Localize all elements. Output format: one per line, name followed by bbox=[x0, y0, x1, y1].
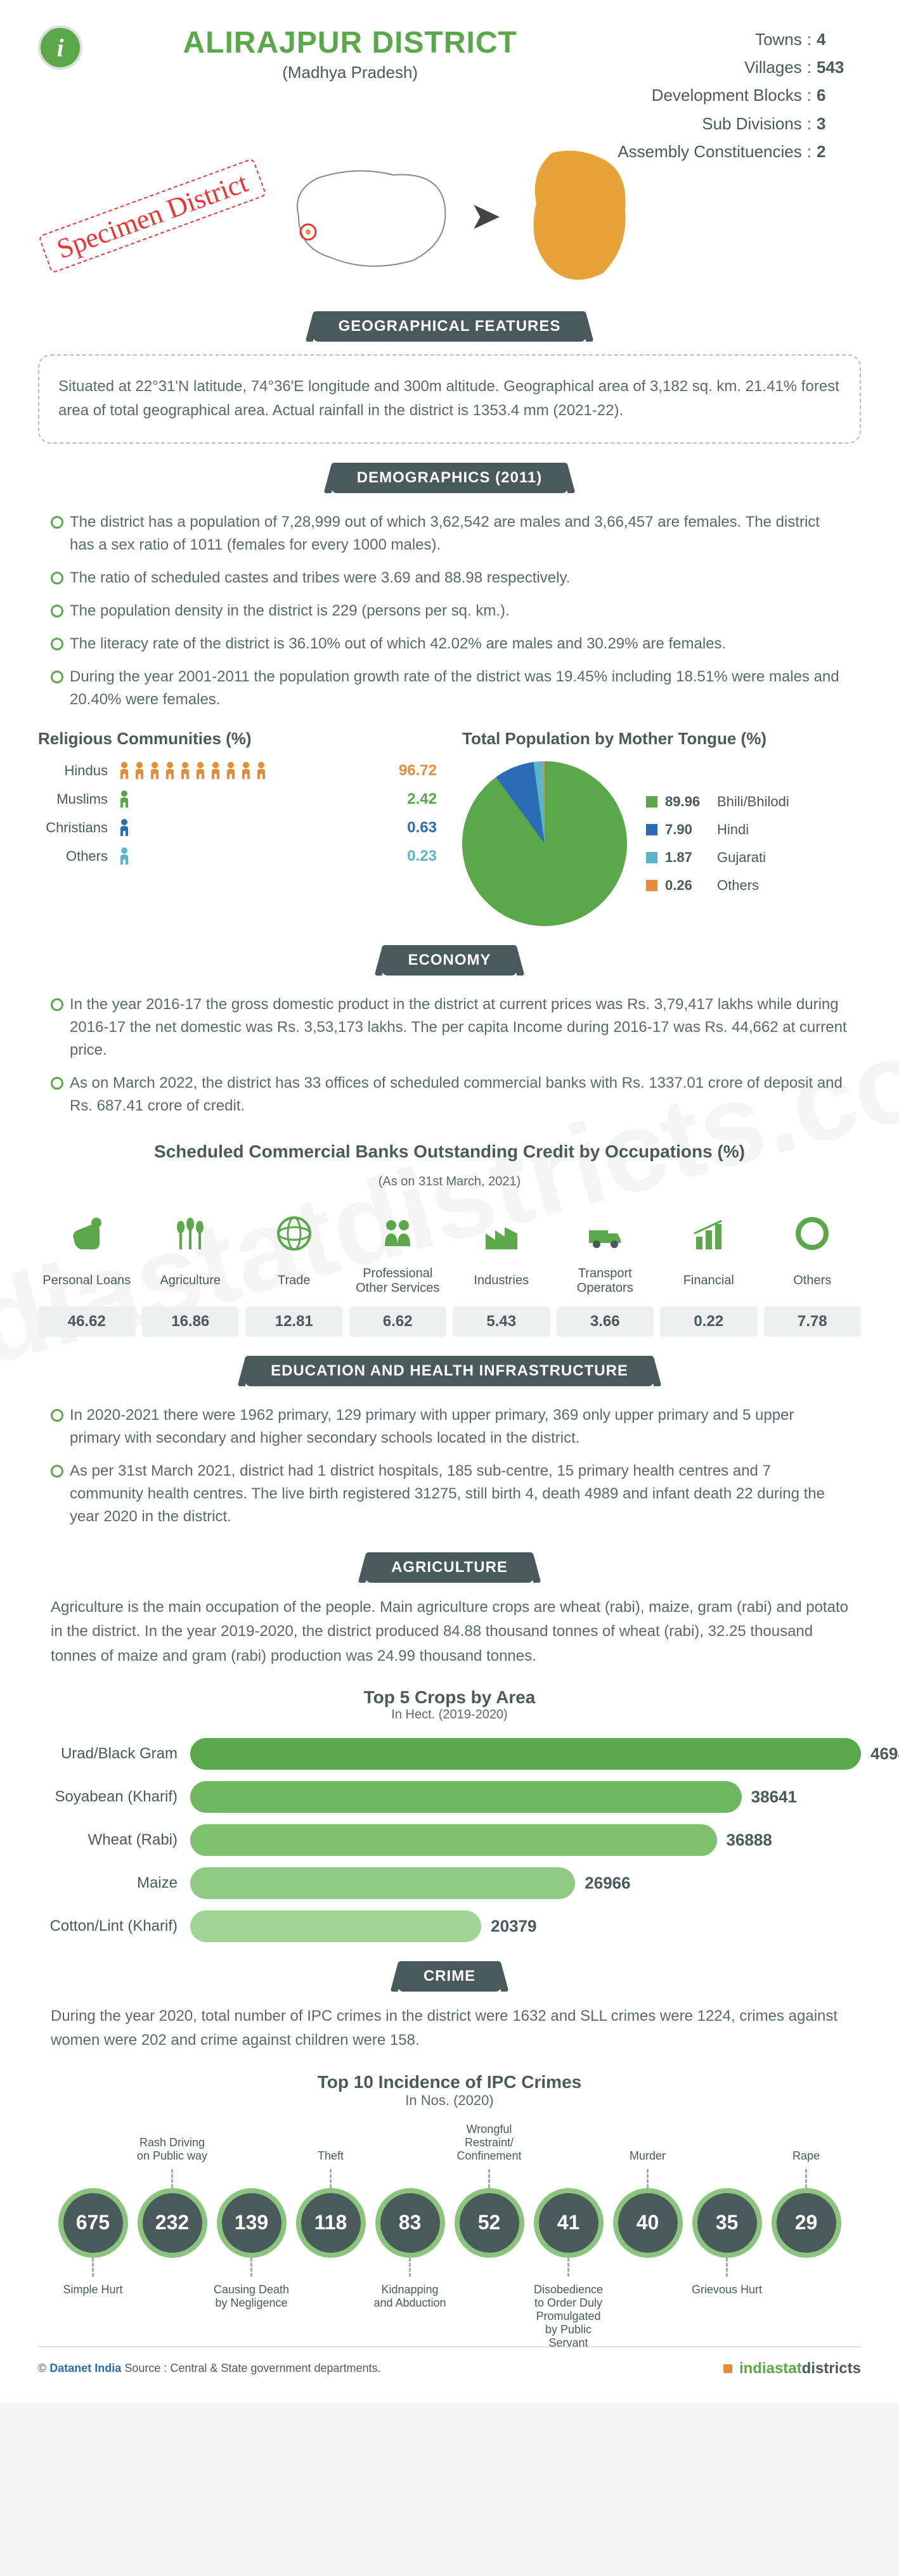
occ-title: Scheduled Commercial Banks Outstanding C… bbox=[38, 1142, 861, 1162]
bullet-item: During the year 2001-2011 the population… bbox=[51, 660, 848, 716]
truck-icon bbox=[557, 1205, 654, 1262]
bullet-item: The population density in the district i… bbox=[51, 595, 848, 628]
agri-text: Agriculture is the main occupation of th… bbox=[38, 1595, 861, 1668]
crime-item: Wrongful Restraint/ Confinement 52 bbox=[450, 2125, 529, 2321]
bullet-item: The ratio of scheduled castes and tribes… bbox=[51, 562, 848, 595]
demo-header: DEMOGRAPHICS (2011) bbox=[332, 463, 567, 493]
copyright: © bbox=[38, 2362, 49, 2374]
crops-title: Top 5 Crops by Area bbox=[38, 1687, 861, 1708]
bullet-item: The district has a population of 7,28,99… bbox=[51, 506, 848, 562]
globe-icon bbox=[245, 1205, 343, 1262]
econ-bullets: In the year 2016-17 the gross domestic p… bbox=[38, 988, 861, 1123]
stat-row: Sub Divisions:3 bbox=[618, 110, 861, 138]
state-subtitle: (Madhya Pradesh) bbox=[101, 63, 598, 82]
district-map bbox=[514, 140, 641, 292]
crime-item: Rash Driving on Public way 232 bbox=[133, 2125, 212, 2321]
circle-icon bbox=[764, 1205, 862, 1262]
bullet-item: As on March 2022, the district has 33 of… bbox=[51, 1067, 848, 1123]
crop-row: Maize 26966 bbox=[38, 1867, 861, 1899]
occ-item: Others 7.78 bbox=[764, 1205, 862, 1337]
crime-item: Theft 118 bbox=[291, 2125, 370, 2321]
district-title: ALIRAJPUR DISTRICT bbox=[101, 25, 598, 60]
tongue-title: Total Population by Mother Tongue (%) bbox=[462, 729, 861, 749]
religion-chart: Hindus 96.72 Muslims 2.42 Christians 0.6… bbox=[38, 761, 437, 866]
legend-item: 89.96 Bhili/Bhilodi bbox=[646, 788, 789, 816]
bullet-item: As per 31st March 2021, district had 1 d… bbox=[51, 1455, 848, 1533]
footer-source: Source : Central & State government depa… bbox=[124, 2362, 380, 2374]
wheat-icon bbox=[142, 1205, 240, 1262]
crime-header: CRIME bbox=[398, 1961, 501, 1992]
legend-item: 0.26 Others bbox=[646, 872, 789, 899]
econ-header: ECONOMY bbox=[382, 945, 516, 976]
footer-logo: indiastatdistricts bbox=[723, 2360, 861, 2378]
legend-item: 7.90 Hindi bbox=[646, 816, 789, 844]
geo-text: Situated at 22°31'N latitude, 74°36'E lo… bbox=[38, 354, 861, 444]
crop-row: Cotton/Lint (Kharif) 20379 bbox=[38, 1910, 861, 1942]
crop-row: Soyabean (Kharif) 38641 bbox=[38, 1781, 861, 1813]
crime-grid: 675 Simple Hurt Rash Driving on Public w… bbox=[38, 2125, 861, 2321]
crime-item: 41 Disobedience to Order Duly Promulgate… bbox=[529, 2125, 608, 2321]
crops-subtitle: In Hect. (2019-2020) bbox=[38, 1708, 861, 1722]
chart-icon bbox=[660, 1205, 758, 1262]
specimen-ribbon: Specimen District bbox=[38, 158, 266, 274]
religion-row: Christians 0.63 bbox=[38, 818, 437, 837]
bullet-item: The literacy rate of the district is 36.… bbox=[51, 628, 848, 660]
occ-item: Transport Operators 3.66 bbox=[557, 1205, 654, 1337]
occ-subtitle: (As on 31st March, 2021) bbox=[38, 1175, 861, 1189]
edu-header: EDUCATION AND HEALTH INFRASTRUCTURE bbox=[245, 1356, 654, 1386]
stat-row: Villages:543 bbox=[618, 53, 861, 81]
crime-text: During the year 2020, total number of IP… bbox=[38, 2004, 861, 2053]
occ-item: Financial 0.22 bbox=[660, 1205, 758, 1337]
edu-bullets: In 2020-2021 there were 1962 primary, 12… bbox=[38, 1399, 861, 1533]
demo-bullets: The district has a population of 7,28,99… bbox=[38, 506, 861, 716]
hand-icon bbox=[38, 1205, 136, 1262]
arrow-icon: ➤ bbox=[470, 194, 501, 238]
occ-item: Personal Loans 46.62 bbox=[38, 1205, 136, 1337]
stat-row: Development Blocks:6 bbox=[618, 81, 861, 109]
header-stats: Towns:4Villages:543Development Blocks:6S… bbox=[618, 25, 861, 165]
crime-chart-title: Top 10 Incidence of IPC Crimes bbox=[38, 2072, 861, 2092]
religion-row: Others 0.23 bbox=[38, 847, 437, 866]
footer: © Datanet India Source : Central & State… bbox=[38, 2347, 861, 2378]
crime-item: 83 Kidnapping and Abduction bbox=[370, 2125, 450, 2321]
stat-row: Towns:4 bbox=[618, 25, 861, 53]
footer-brand: Datanet India bbox=[49, 2362, 121, 2374]
occ-item: Industries 5.43 bbox=[453, 1205, 550, 1337]
religion-title: Religious Communities (%) bbox=[38, 729, 437, 749]
crime-item: 35 Grievous Hurt bbox=[687, 2125, 766, 2321]
crime-subtitle: In Nos. (2020) bbox=[38, 2092, 861, 2109]
occ-item: Trade 12.81 bbox=[245, 1205, 343, 1337]
bullet-item: In the year 2016-17 the gross domestic p… bbox=[51, 988, 848, 1067]
tongue-legend: 89.96 Bhili/Bhilodi 7.90 Hindi 1.87 Guja… bbox=[646, 788, 789, 899]
crime-item: 139 Causing Death by Negligence bbox=[212, 2125, 291, 2321]
crops-chart: Urad/Black Gram 46980 Soyabean (Kharif) … bbox=[38, 1738, 861, 1942]
geo-header: GEOGRAPHICAL FEATURES bbox=[313, 311, 586, 342]
crop-row: Wheat (Rabi) 36888 bbox=[38, 1824, 861, 1856]
legend-item: 1.87 Gujarati bbox=[646, 844, 789, 872]
occ-item: Professional Other Services 6.62 bbox=[349, 1205, 447, 1337]
people-icon bbox=[349, 1205, 447, 1262]
bullet-item: In 2020-2021 there were 1962 primary, 12… bbox=[51, 1399, 848, 1455]
stat-row: Assembly Constituencies:2 bbox=[618, 138, 861, 165]
factory-icon bbox=[453, 1205, 550, 1262]
crime-item: 675 Simple Hurt bbox=[53, 2125, 133, 2321]
info-icon: i bbox=[38, 25, 82, 70]
tongue-pie bbox=[462, 761, 627, 926]
occ-grid: Personal Loans 46.62 Agriculture 16.86 T… bbox=[38, 1205, 861, 1337]
crop-row: Urad/Black Gram 46980 bbox=[38, 1738, 861, 1770]
state-map bbox=[280, 153, 457, 280]
occ-item: Agriculture 16.86 bbox=[142, 1205, 240, 1337]
agri-header: AGRICULTURE bbox=[366, 1552, 533, 1583]
crime-item: Murder 40 bbox=[608, 2125, 687, 2321]
crime-item: Rape 29 bbox=[766, 2125, 846, 2321]
religion-row: Muslims 2.42 bbox=[38, 790, 437, 809]
religion-row: Hindus 96.72 bbox=[38, 761, 437, 780]
